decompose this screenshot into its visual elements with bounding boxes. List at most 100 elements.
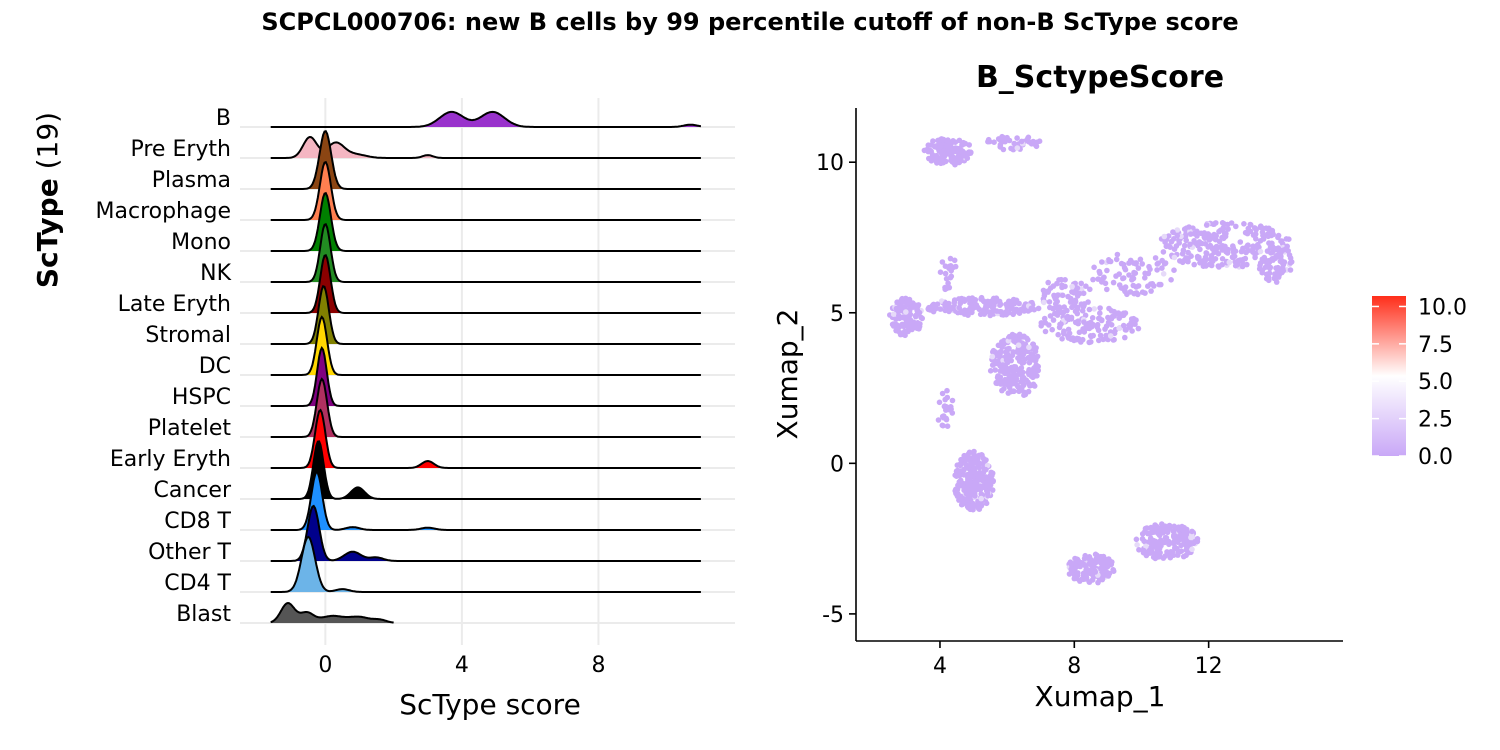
umap-point [1154,267,1160,273]
umap-point [1045,279,1051,286]
ridge-cancer: Cancer [154,440,701,503]
umap-point [1021,359,1027,365]
umap-point [969,295,976,301]
umap-point [956,304,962,311]
umap-point [936,144,943,151]
umap-point [1100,558,1106,565]
ridge-plasma: Plasma [152,130,701,193]
umap-point [1073,289,1080,296]
umap-point [1116,271,1122,277]
ridge-cd4-t: CD4 T [164,535,701,596]
umap-point [1100,336,1106,343]
ridge-outline [270,408,701,469]
umap-point [1121,265,1128,271]
umap-point [1194,241,1200,247]
ridge-category-label: CD4 T [164,571,231,596]
umap-point [929,154,936,160]
umap-point [1233,223,1239,230]
ridge-outline [270,160,701,221]
umap-point [941,148,947,154]
umap-y-axis-title: Xumap_2 [771,309,804,440]
ridge-b: B [216,106,702,131]
umap-point [1142,275,1148,281]
umap-point [994,308,1000,314]
umap-point [1131,290,1137,297]
umap-point [1059,292,1066,299]
umap-point [1006,384,1013,391]
umap-point [1029,355,1036,362]
ridge-outline [270,504,701,562]
umap-point [1156,529,1162,536]
umap-point [1045,289,1051,295]
umap-point [1097,310,1103,317]
umap-point [967,473,974,480]
umap-point [1220,225,1227,231]
umap-point [1090,276,1096,283]
umap-point [1252,254,1258,261]
umap-point [1275,274,1282,280]
umap-point [1180,553,1187,560]
umap-point [1264,232,1271,239]
umap-point [1237,239,1244,245]
umap-point [1055,331,1061,338]
umap-point [1087,286,1093,293]
umap-point [967,150,974,156]
umap-point [998,309,1005,315]
umap-point [1122,334,1128,341]
umap-point [1196,254,1202,261]
umap-point [989,362,996,368]
umap-point [1025,134,1032,141]
umap-point [1092,569,1099,575]
umap-point [1273,279,1280,285]
ridge-category-label: Blast [176,602,231,627]
umap-point [990,478,996,484]
umap-point [940,422,946,429]
umap-point [946,265,952,272]
umap-point [1014,135,1020,141]
umap-point [1161,539,1168,546]
umap-point [1148,524,1154,531]
umap-point [997,142,1004,148]
umap-point [1003,311,1009,318]
umap-point [1116,325,1122,332]
ridge-outline [270,601,394,624]
umap-point [1026,139,1032,145]
umap-point [1010,311,1016,318]
umap-point [1026,381,1033,388]
umap-point [1245,225,1252,232]
ridge-area [270,348,701,406]
umap-point [1061,304,1067,310]
ridge-area [270,111,701,127]
umap-point [1020,351,1027,357]
umap-point [1086,339,1092,346]
umap-point [1184,529,1190,536]
umap-point [972,455,978,462]
umap-point [944,423,951,430]
ridge-pre-eryth: Pre Eryth [130,135,701,162]
umap-point [1257,262,1263,269]
umap-point [1099,565,1106,571]
umap-point [895,328,901,335]
umap-point [1257,224,1264,231]
umap-point [1250,243,1256,249]
umap-point [1185,255,1191,262]
umap-point [902,304,908,310]
umap-point [1068,336,1074,343]
umap-point [1011,140,1017,147]
umap-point [1268,227,1274,234]
umap-point [902,332,908,339]
umap-point [1004,134,1010,141]
ridge-dc: DC [199,315,701,379]
umap-point [1006,298,1013,305]
umap-point [1157,553,1163,560]
ridge-category-label: Stromal [145,323,231,348]
umap-point [1148,288,1154,294]
umap-cluster [1090,251,1177,298]
umap-point [936,399,943,406]
umap-point [1174,232,1181,239]
umap-point [939,390,946,397]
umap-point [1159,257,1165,264]
umap-point [1184,544,1190,550]
umap-point [1142,290,1148,296]
umap-point [1139,536,1146,542]
